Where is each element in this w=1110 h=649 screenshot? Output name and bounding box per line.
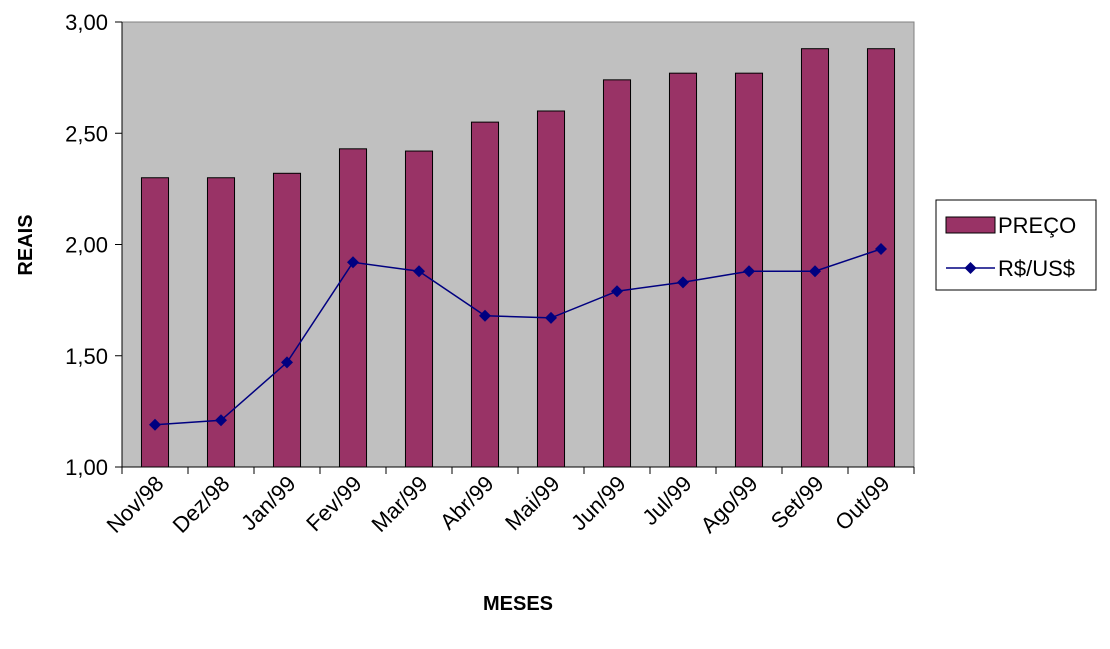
point-rs-us: [413, 265, 425, 278]
point-rs-us: [677, 276, 689, 289]
point-rs-us: [215, 414, 227, 427]
bar-preco: [866, 48, 896, 468]
legend-swatch-preco: [945, 216, 996, 234]
point-rs-us: [743, 265, 755, 278]
bar-preco: [338, 148, 368, 468]
x-tick-label: Mai/99: [500, 471, 564, 535]
point-rs-us: [611, 285, 623, 298]
plot-background: [121, 21, 915, 468]
x-axis-title: MESES: [483, 593, 553, 615]
bar-preco: [602, 79, 632, 468]
x-tick-label: Ago/99: [696, 471, 763, 538]
bar-preco: [404, 150, 434, 468]
x-tick-label: Jun/99: [566, 471, 630, 535]
line-series: [149, 242, 887, 431]
x-tick-label: Set/99: [766, 471, 829, 534]
bar-series: [140, 48, 896, 468]
point-rs-us: [809, 265, 821, 278]
bar-preco: [272, 172, 302, 468]
bar-preco: [470, 121, 500, 468]
plot-area: [121, 21, 915, 468]
y-tick-label: 1,50: [65, 344, 108, 369]
x-tick-label: Jul/99: [637, 471, 696, 530]
point-rs-us: [347, 256, 359, 269]
legend-marker-rs-us: [964, 262, 977, 274]
line-rs-us: [154, 248, 882, 426]
x-tick-label: Abr/99: [435, 471, 499, 535]
legend: PREÇO R$/US$: [935, 199, 1097, 291]
x-tick-label: Mar/99: [366, 471, 432, 537]
bar-preco: [668, 72, 698, 468]
x-tick-label: Out/99: [830, 471, 894, 535]
bar-preco: [536, 110, 566, 468]
y-axis-title: REAIS: [15, 214, 37, 275]
point-rs-us: [479, 309, 491, 322]
x-tick-label: Jan/99: [236, 471, 300, 535]
bar-preco: [800, 48, 830, 468]
point-rs-us: [875, 242, 887, 255]
point-rs-us: [545, 311, 557, 324]
x-tick-label: Fev/99: [301, 471, 366, 536]
y-tick-label: 2,50: [65, 121, 108, 146]
y-tick-label: 3,00: [65, 10, 108, 35]
legend-label-rs-us: R$/US$: [998, 256, 1075, 281]
x-tick-label: Dez/98: [168, 471, 235, 538]
y-tick-label: 1,00: [65, 455, 108, 480]
y-tick-label: 2,00: [65, 233, 108, 258]
legend-label-preco: PREÇO: [998, 213, 1076, 238]
x-tick-label: Nov/98: [102, 471, 169, 538]
point-rs-us: [281, 356, 293, 369]
point-rs-us: [149, 418, 161, 431]
legend-box: [935, 199, 1097, 291]
